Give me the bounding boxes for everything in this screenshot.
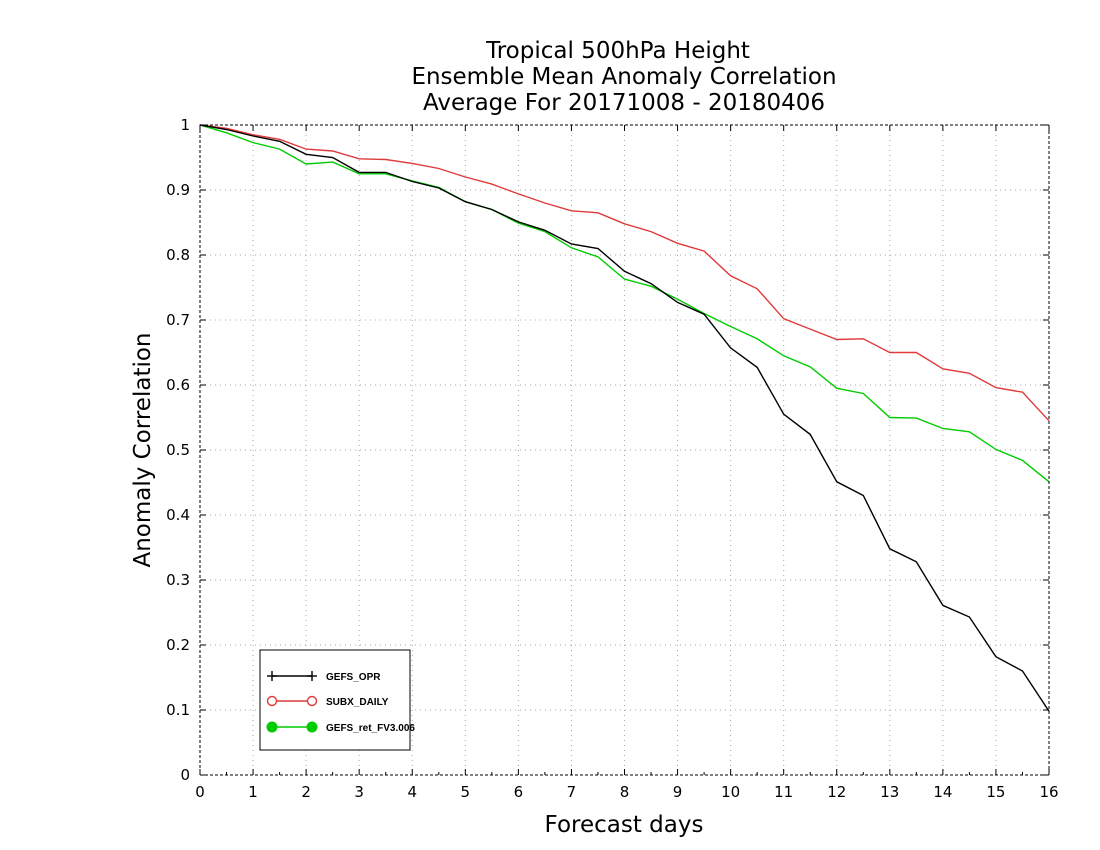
chart-title-line-1: Tropical 500hPa Height [485, 38, 750, 64]
series-line-gefs-ret-fv3-006 [199, 124, 1050, 483]
chart-title-line-3: Average For 20171008 - 20180406 [423, 90, 825, 116]
legend-label: GEFS_ret_FV3.006 [326, 723, 415, 734]
x-tick-label: 5 [461, 783, 471, 801]
y-tick-label: 0.7 [166, 311, 190, 329]
y-tick-label: 0 [180, 766, 190, 784]
x-tick-label: 3 [354, 783, 364, 801]
x-tick-label: 11 [774, 783, 793, 801]
filled-circle-marker [266, 721, 278, 733]
series-line-gefs-opr [199, 124, 1050, 712]
series-layer [199, 124, 1050, 712]
y-tick-label: 0.8 [166, 246, 190, 264]
x-tick-label: 9 [673, 783, 683, 801]
x-tick-label: 13 [880, 783, 899, 801]
y-tick-label: 1 [180, 116, 190, 134]
x-tick-label: 2 [301, 783, 311, 801]
y-tick-label: 0.6 [166, 376, 190, 394]
open-circle-marker [266, 695, 278, 707]
x-tick-label: 0 [195, 783, 205, 801]
x-tick-label: 4 [407, 783, 417, 801]
y-tick-label: 0.5 [166, 441, 190, 459]
y-tick-label: 0.1 [166, 701, 190, 719]
chart-title-line-2: Ensemble Mean Anomaly Correlation [411, 64, 836, 90]
x-tick-label: 1 [248, 783, 258, 801]
y-axis-title: Anomaly Correlation [130, 332, 156, 567]
axis-layer: 0 1 2 3 4 5 6 7 8 9 10 11 12 13 14 15 1600.10.20.30.40.5… [166, 116, 1058, 801]
x-tick-label: 15 [986, 783, 1005, 801]
legend-label: GEFS_OPR [326, 672, 381, 683]
x-tick-label: 8 [620, 783, 630, 801]
x-tick-label: 12 [827, 783, 846, 801]
grid-layer [200, 125, 1049, 775]
x-tick-label: 14 [933, 783, 952, 801]
legend-label: SUBX_DAILY [326, 697, 389, 708]
x-tick-label: 6 [514, 783, 524, 801]
legend-entry: GEFS_OPR [267, 671, 381, 683]
filled-circle-marker [306, 721, 318, 733]
x-tick-label: 16 [1039, 783, 1058, 801]
legend-entry: SUBX_DAILY [266, 695, 389, 708]
legend: GEFS_OPR SUBX_DAILY GEFS_ret_FV3.006 [259, 649, 415, 751]
y-tick-label: 0.2 [166, 636, 190, 654]
y-tick-label: 0.9 [166, 181, 190, 199]
y-tick-label: 0.4 [166, 506, 190, 524]
chart-title: Tropical 500hPa Height Ensemble Mean Ano… [411, 38, 836, 116]
legend-entry: GEFS_ret_FV3.006 [266, 721, 415, 734]
open-circle-marker [306, 695, 318, 707]
x-tick-label: 10 [721, 783, 740, 801]
x-axis-title: Forecast days [545, 812, 704, 838]
y-tick-label: 0.3 [166, 571, 190, 589]
series-line-subx-daily [199, 124, 1050, 422]
x-tick-label: 7 [567, 783, 577, 801]
legend-box [259, 649, 411, 751]
